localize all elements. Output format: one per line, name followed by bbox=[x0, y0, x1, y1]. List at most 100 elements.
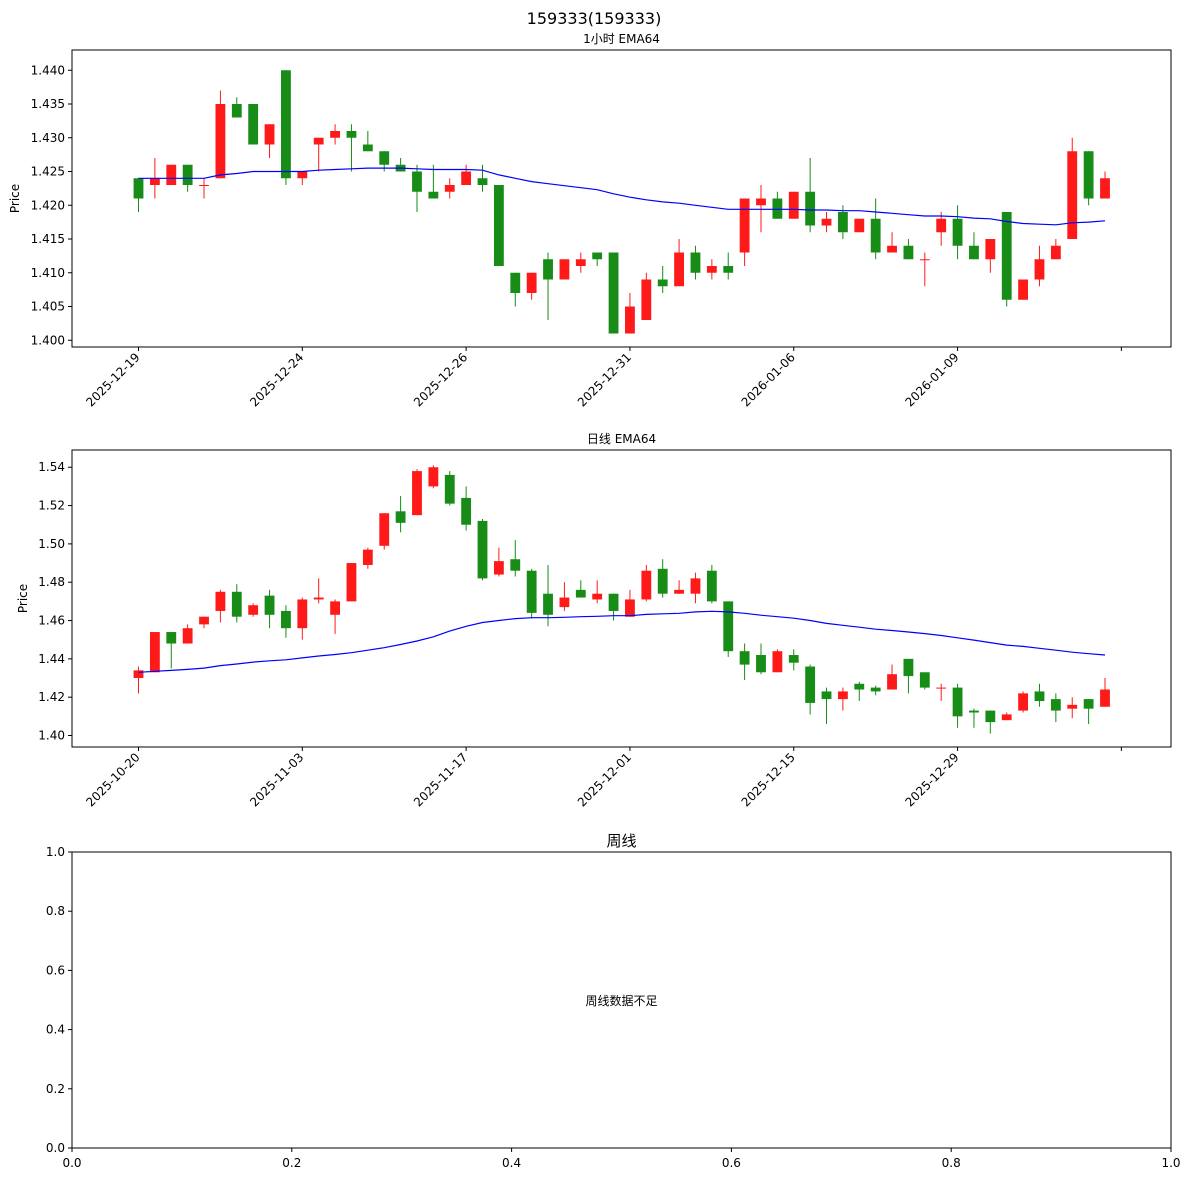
candle-body bbox=[166, 164, 177, 185]
candle-body bbox=[674, 252, 684, 287]
candle-body bbox=[641, 279, 652, 320]
candle-body bbox=[854, 683, 865, 690]
candle-body bbox=[674, 589, 684, 594]
ema-line bbox=[138, 167, 1106, 226]
candle-body bbox=[133, 178, 144, 199]
candle-body bbox=[690, 578, 701, 594]
candle-body bbox=[199, 185, 209, 186]
candle-body bbox=[903, 245, 914, 260]
y-axis-label: Price bbox=[8, 184, 22, 213]
candle-body bbox=[264, 124, 275, 145]
x-tick-label: 1.0 bbox=[1161, 1156, 1180, 1170]
candle-body bbox=[837, 691, 848, 700]
y-tick-label: 1.40 bbox=[38, 729, 65, 743]
x-tick-label: 2025-12-24 bbox=[247, 350, 306, 409]
candle-body bbox=[543, 259, 553, 280]
candle-body bbox=[641, 570, 652, 600]
candle-body bbox=[788, 191, 799, 219]
candle-body bbox=[952, 687, 963, 717]
candle-body bbox=[739, 198, 750, 253]
x-tick-label: 0.8 bbox=[942, 1156, 961, 1170]
candle-body bbox=[149, 632, 160, 673]
x-tick-label: 2025-12-19 bbox=[83, 350, 142, 409]
candle-body bbox=[1050, 699, 1061, 711]
candle-body bbox=[1001, 212, 1012, 300]
x-tick-label: 0.6 bbox=[722, 1156, 741, 1170]
x-tick-label: 2025-12-01 bbox=[575, 750, 634, 809]
candle-body bbox=[837, 212, 848, 233]
candle-body bbox=[248, 104, 259, 145]
candle-body bbox=[870, 687, 881, 692]
candle-body bbox=[608, 252, 619, 334]
candle-body bbox=[313, 137, 324, 145]
candle-body bbox=[887, 245, 897, 253]
panel-2: 日线 EMA64 Price 1.40 1.42 1.44 1.46 1.48 1.50 1.5… bbox=[16, 432, 1172, 809]
panel-1: 1小时 EMA64 Price 1.400 1.405 1.410 1.415 1.420 1… bbox=[8, 32, 1172, 409]
candle-body bbox=[936, 218, 947, 233]
candle-body bbox=[772, 198, 783, 219]
y-tick-label: 1.0 bbox=[46, 845, 65, 859]
candle-body bbox=[346, 131, 357, 138]
candle-body bbox=[281, 610, 291, 629]
figure-suptitle: 159333(159333) bbox=[527, 9, 662, 28]
candle-body bbox=[592, 252, 603, 260]
candle-body bbox=[149, 178, 160, 185]
y-axis-label: Price bbox=[16, 584, 30, 613]
candle-body bbox=[575, 589, 586, 598]
y-tick-label: 1.425 bbox=[31, 165, 65, 179]
candle-body bbox=[231, 591, 242, 617]
x-tick-label: 0.4 bbox=[502, 1156, 521, 1170]
candle-body bbox=[510, 272, 521, 293]
candle-body bbox=[985, 710, 996, 723]
candle-body bbox=[248, 605, 259, 615]
candle-body bbox=[608, 593, 619, 611]
ema-line bbox=[138, 610, 1106, 673]
candle-body bbox=[985, 239, 996, 260]
plot-frame bbox=[71, 49, 1172, 348]
candle-body bbox=[510, 559, 521, 571]
candle-body bbox=[1034, 691, 1045, 702]
candle-body bbox=[788, 655, 799, 663]
candle-body bbox=[231, 104, 242, 118]
y-tick-label: 1.430 bbox=[31, 131, 65, 145]
candle-body bbox=[739, 651, 750, 665]
candle-body bbox=[215, 591, 226, 611]
y-tick-label: 1.46 bbox=[38, 614, 65, 628]
x-tick-label: 0.2 bbox=[282, 1156, 301, 1170]
candle-body bbox=[330, 131, 340, 138]
candle-body bbox=[477, 178, 488, 185]
candle-body bbox=[559, 597, 570, 608]
candle-body bbox=[182, 164, 193, 185]
y-tick-label: 1.42 bbox=[38, 690, 65, 704]
candle-body bbox=[346, 563, 357, 602]
y-tick-label: 0.0 bbox=[46, 1141, 65, 1155]
candle-body bbox=[379, 151, 390, 165]
candle-body bbox=[543, 593, 553, 615]
candle-body bbox=[1067, 704, 1078, 709]
candle-body bbox=[690, 252, 701, 273]
x-tick-label: 2025-12-15 bbox=[739, 750, 798, 809]
candle-body bbox=[756, 655, 766, 673]
candle-body bbox=[1034, 259, 1045, 280]
candle-body bbox=[870, 218, 881, 253]
panel-title: 周线 bbox=[606, 832, 636, 850]
y-tick-label: 1.435 bbox=[31, 97, 65, 111]
candle-body bbox=[625, 599, 635, 617]
panel-title: 日线 EMA64 bbox=[587, 432, 656, 446]
y-tick-label: 1.420 bbox=[31, 198, 65, 212]
x-tick-label: 2025-11-17 bbox=[411, 750, 470, 809]
x-tick-label: 2026-01-09 bbox=[902, 350, 961, 409]
candle-body bbox=[444, 474, 455, 504]
candle-body bbox=[559, 259, 570, 280]
candle-body bbox=[281, 70, 291, 179]
y-tick-label: 1.440 bbox=[31, 63, 65, 77]
candle-body bbox=[821, 691, 832, 700]
candle-body bbox=[657, 568, 668, 594]
y-tick-label: 1.410 bbox=[31, 266, 65, 280]
candle-body bbox=[330, 601, 340, 615]
panel-3: 周线 0.0 0.2 0.4 0.6 0.8 1.0 0.0 0.2 0.4 0.6 0.8 1.0 周线… bbox=[46, 832, 1181, 1170]
candle-body bbox=[1100, 689, 1110, 707]
panel-title: 1小时 EMA64 bbox=[583, 32, 660, 46]
